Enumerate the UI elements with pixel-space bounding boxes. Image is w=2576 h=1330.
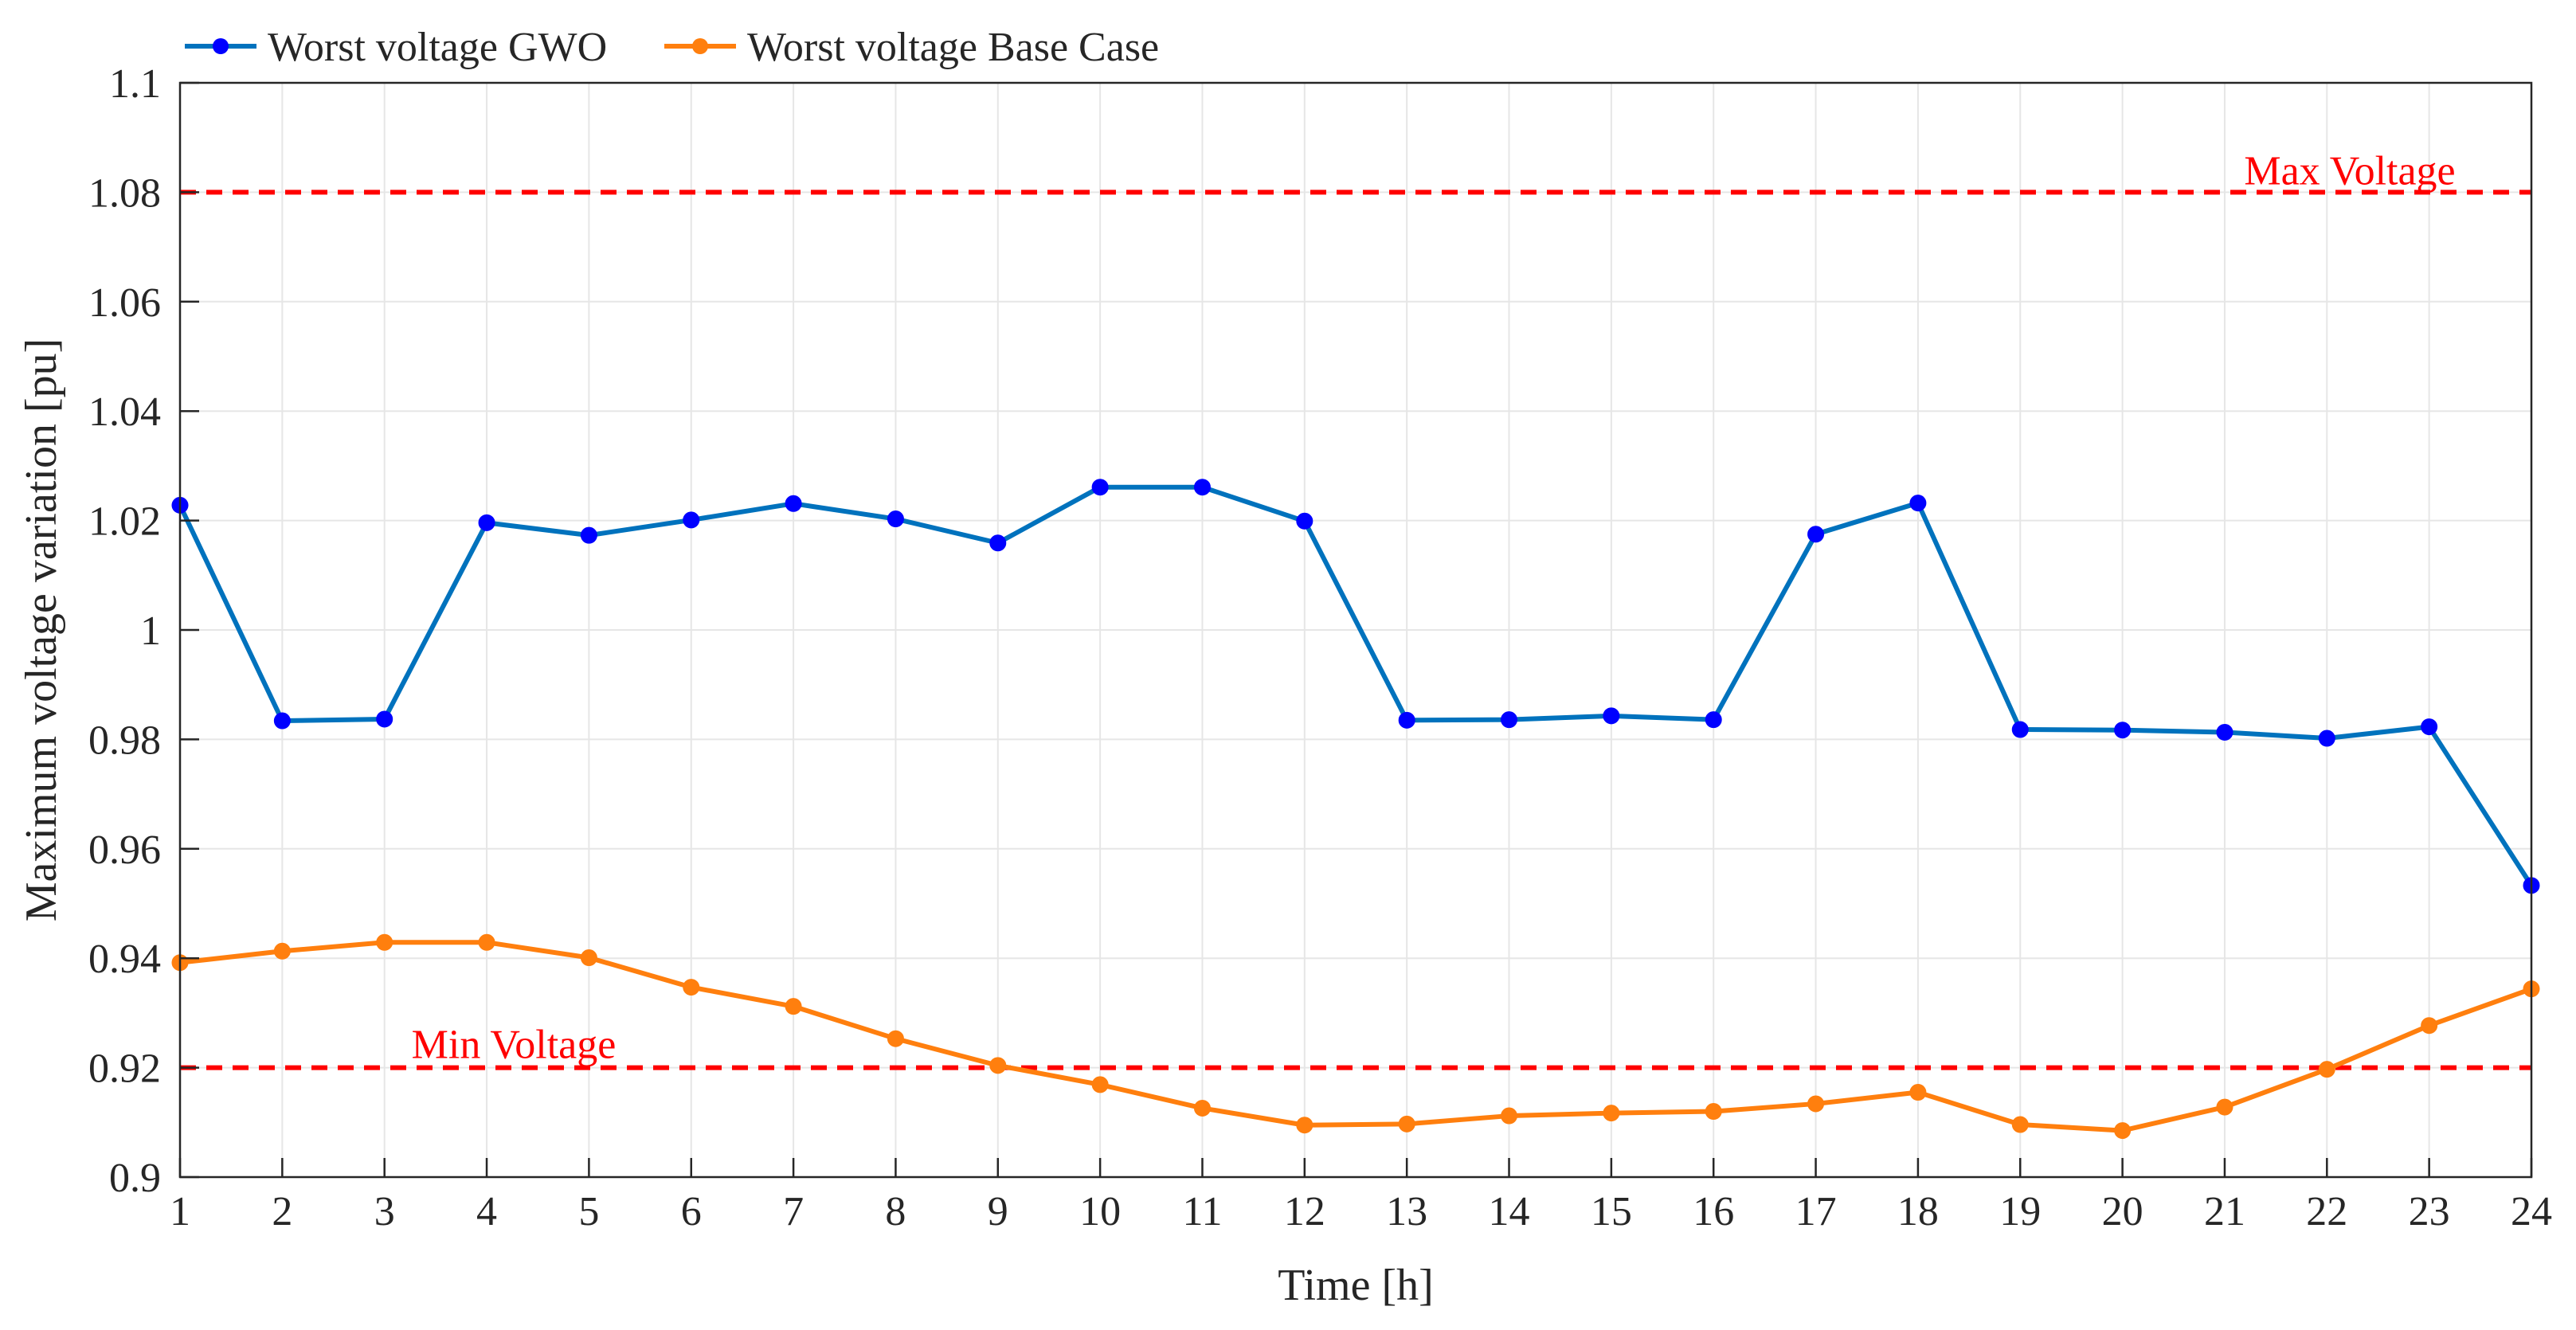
x-tick-label: 8	[885, 1189, 906, 1234]
x-tick-label: 2	[272, 1189, 292, 1234]
data-point	[1296, 1117, 1313, 1134]
y-tick-label: 0.98	[88, 718, 161, 763]
data-point	[376, 933, 393, 951]
legend-swatch-marker	[213, 38, 229, 54]
series-line-1	[178, 484, 2534, 887]
data-point	[273, 942, 291, 960]
x-tick-label: 3	[374, 1189, 395, 1234]
data-point	[2216, 723, 2233, 741]
x-tick-label: 1	[170, 1189, 190, 1234]
y-tick-label: 1.08	[88, 170, 161, 216]
y-tick-label: 1.02	[88, 499, 161, 545]
data-point	[1501, 711, 1518, 729]
x-tick-label: 9	[988, 1189, 1008, 1234]
data-point	[989, 1057, 1007, 1074]
data-point	[2421, 718, 2438, 736]
data-point	[2318, 730, 2335, 747]
data-point	[683, 979, 700, 996]
series-line-2	[179, 940, 2533, 1133]
data-point	[1807, 1095, 1825, 1113]
x-tick-label: 13	[1386, 1189, 1427, 1234]
legend-label: Worst voltage Base Case	[747, 25, 1159, 70]
x-tick-label: 7	[783, 1189, 804, 1234]
data-point	[1398, 711, 1415, 729]
x-tick-label: 24	[2511, 1189, 2552, 1234]
x-tick-label: 23	[2409, 1189, 2450, 1234]
y-tick-label: 0.94	[88, 937, 161, 982]
x-tick-label: 14	[1489, 1189, 1530, 1234]
x-tick-label: 18	[1897, 1189, 1939, 1234]
x-tick-label: 20	[2102, 1189, 2143, 1234]
x-tick-label: 16	[1693, 1189, 1734, 1234]
data-point	[478, 514, 495, 531]
y-tick-label: 0.96	[88, 827, 161, 873]
y-tick-label: 1.04	[88, 389, 161, 435]
data-point	[580, 526, 597, 544]
x-tick-label: 17	[1795, 1189, 1837, 1234]
data-point	[1296, 512, 1313, 530]
data-point	[2011, 1116, 2029, 1133]
data-point	[2114, 722, 2132, 739]
data-point	[1193, 1099, 1211, 1117]
x-tick-label: 10	[1079, 1189, 1121, 1234]
data-point	[1603, 1105, 1620, 1122]
data-point	[1091, 479, 1109, 496]
x-tick-label: 21	[2204, 1189, 2245, 1234]
max-voltage-label: Max Voltage	[2244, 148, 2455, 194]
data-point	[2216, 1098, 2233, 1116]
x-tick-label: 4	[476, 1189, 497, 1234]
y-tick-label: 0.92	[88, 1046, 161, 1092]
y-tick-label: 1.1	[109, 61, 161, 107]
data-point	[2421, 1017, 2438, 1035]
data-point	[683, 511, 700, 529]
data-point	[1091, 1076, 1109, 1093]
legend-swatch-marker	[692, 38, 708, 54]
data-point	[580, 949, 597, 967]
data-point	[273, 712, 291, 730]
data-point	[1193, 479, 1211, 496]
data-point	[2114, 1122, 2132, 1140]
y-axis-label: Maximum voltage variation [pu]	[17, 338, 66, 921]
data-point	[1398, 1115, 1415, 1132]
x-tick-label: 15	[1591, 1189, 1632, 1234]
data-point	[1909, 495, 1927, 512]
x-tick-label: 19	[1999, 1189, 2041, 1234]
data-point	[1909, 1084, 1927, 1101]
legend-label: Worst voltage GWO	[268, 25, 607, 70]
data-point	[1705, 711, 1722, 729]
y-tick-label: 1	[140, 608, 161, 654]
x-tick-label: 22	[2306, 1189, 2347, 1234]
y-tick-label: 0.9	[109, 1156, 161, 1201]
x-tick-label: 5	[578, 1189, 599, 1234]
data-series	[171, 479, 2540, 1140]
x-tick-label: 12	[1284, 1189, 1325, 1234]
data-point	[989, 534, 1007, 552]
data-point	[887, 510, 904, 528]
x-tick-label: 11	[1182, 1189, 1222, 1234]
grid-lines	[179, 82, 2532, 1178]
axis-ticks: 1 2 3 4 5 6 7 8 9 10 11 12 13 14 15 16 17 18 19 20 21 22 23 240…	[88, 61, 2552, 1234]
data-point	[478, 933, 495, 951]
data-point	[785, 495, 802, 512]
x-axis-label: Time [h]	[1278, 1261, 1434, 1310]
data-point	[1807, 526, 1825, 543]
data-point	[376, 710, 393, 728]
data-point	[2318, 1061, 2335, 1078]
y-tick-label: 1.06	[88, 280, 161, 326]
data-point	[1501, 1107, 1518, 1125]
data-point	[2011, 721, 2029, 738]
x-tick-label: 6	[681, 1189, 702, 1234]
legend: Worst voltage GWO Worst voltage Base Case	[185, 25, 1159, 70]
data-point	[785, 998, 802, 1015]
axis-labels: Time [h] Maximum voltage variation [pu]	[17, 338, 1434, 1310]
data-point	[1705, 1103, 1722, 1121]
reference-lines: Max Voltage Min Voltage	[180, 148, 2531, 1070]
data-point	[1603, 707, 1620, 725]
min-voltage-label: Min Voltage	[412, 1023, 617, 1068]
data-point	[887, 1030, 904, 1047]
